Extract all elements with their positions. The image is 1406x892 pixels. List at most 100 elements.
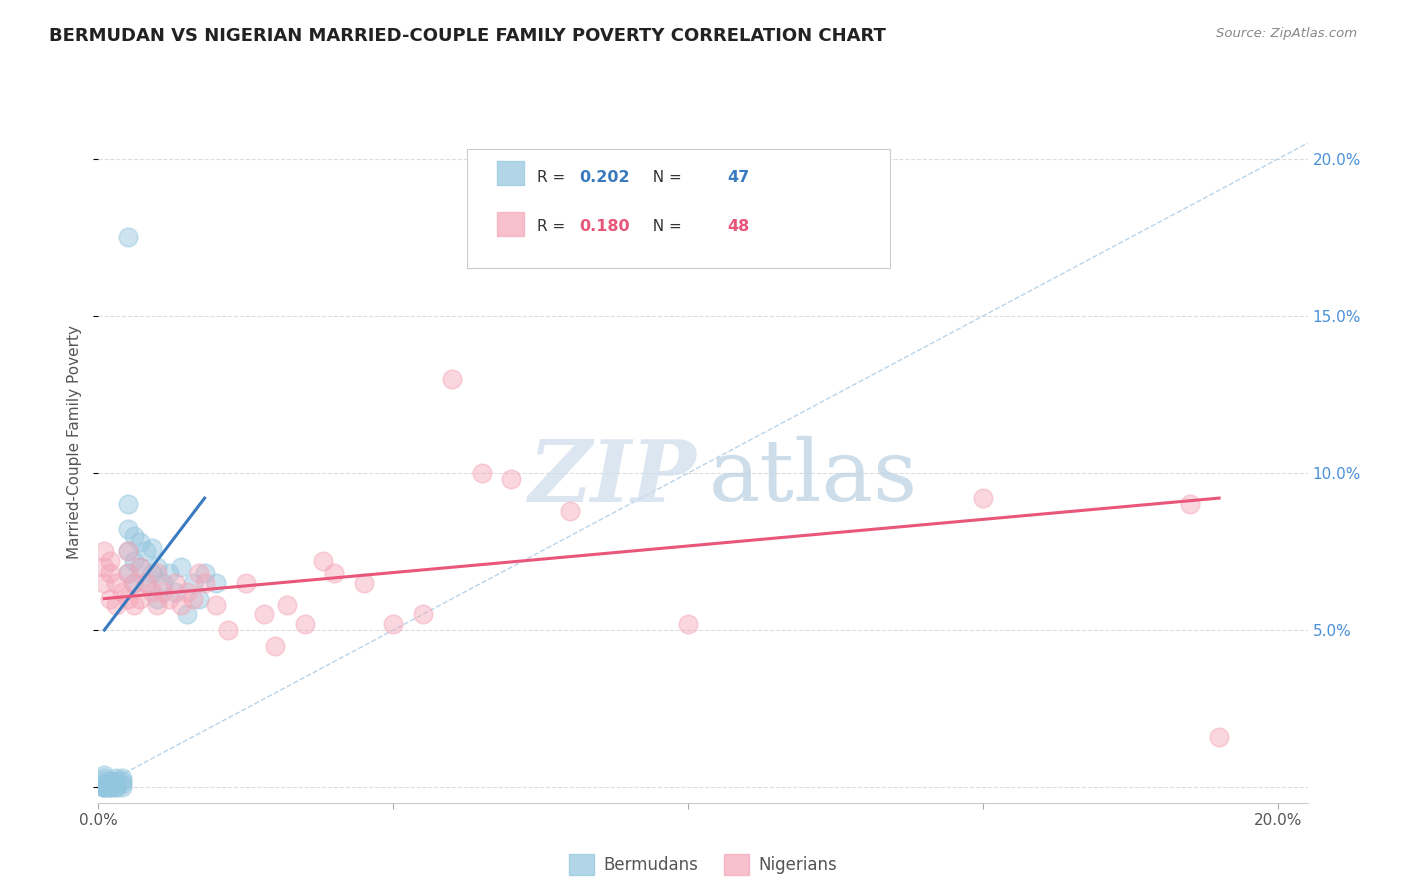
Point: [122, 529, 145, 543]
Text: ZIP: ZIP: [529, 436, 697, 519]
Point: [235, 575, 257, 590]
Point: [205, 598, 228, 612]
Point: [152, 585, 174, 599]
Point: [93, 544, 115, 558]
Point: [105, 777, 128, 791]
Point: [170, 560, 193, 574]
Point: [122, 575, 145, 590]
Point: [117, 497, 139, 511]
Point: [146, 591, 169, 606]
Point: [93, 780, 115, 794]
FancyBboxPatch shape: [498, 211, 524, 235]
Point: [194, 575, 217, 590]
Point: [441, 372, 464, 386]
Point: [157, 591, 180, 606]
Point: [122, 598, 145, 612]
Point: [165, 585, 187, 599]
Point: [105, 771, 128, 785]
Point: [117, 230, 139, 244]
Text: 0.202: 0.202: [579, 170, 630, 186]
Point: [93, 575, 115, 590]
Point: [117, 566, 139, 581]
Point: [276, 598, 298, 612]
Text: 47: 47: [727, 170, 749, 186]
FancyBboxPatch shape: [467, 149, 890, 268]
Point: [98, 591, 121, 606]
Point: [560, 503, 582, 517]
Point: [294, 616, 316, 631]
Point: [117, 591, 139, 606]
Point: [412, 607, 434, 622]
Point: [194, 566, 217, 581]
Point: [181, 575, 204, 590]
Text: 48: 48: [727, 219, 749, 235]
Point: [98, 773, 121, 788]
Point: [117, 544, 139, 558]
Point: [98, 566, 121, 581]
Point: [141, 541, 163, 556]
Point: [98, 554, 121, 568]
Point: [217, 623, 239, 637]
Point: [471, 466, 494, 480]
Point: [105, 773, 128, 788]
Point: [93, 777, 115, 791]
Point: [176, 585, 198, 599]
Point: [128, 535, 150, 549]
Point: [205, 575, 228, 590]
Point: [152, 575, 174, 590]
Point: [135, 575, 157, 590]
Text: BERMUDAN VS NIGERIAN MARRIED-COUPLE FAMILY POVERTY CORRELATION CHART: BERMUDAN VS NIGERIAN MARRIED-COUPLE FAMI…: [49, 27, 886, 45]
Point: [122, 554, 145, 568]
Text: N =: N =: [643, 170, 686, 186]
Point: [135, 544, 157, 558]
Point: [1178, 497, 1201, 511]
Point: [111, 771, 134, 785]
Point: [105, 575, 128, 590]
Point: [93, 780, 115, 794]
Point: [187, 566, 209, 581]
Point: [128, 560, 150, 574]
Point: [1208, 730, 1230, 744]
Point: [98, 780, 121, 794]
Point: [93, 771, 115, 785]
Point: [146, 566, 169, 581]
Point: [141, 566, 163, 581]
Point: [146, 598, 169, 612]
Point: [157, 566, 180, 581]
Point: [170, 598, 193, 612]
Point: [111, 773, 134, 788]
Point: [181, 591, 204, 606]
Point: [93, 560, 115, 574]
Legend: Bermudans, Nigerians: Bermudans, Nigerians: [562, 847, 844, 881]
Point: [117, 544, 139, 558]
Point: [105, 598, 128, 612]
Point: [105, 780, 128, 794]
Point: [117, 566, 139, 581]
Point: [98, 780, 121, 794]
Point: [252, 607, 274, 622]
Point: [93, 780, 115, 794]
Point: [141, 585, 163, 599]
Point: [146, 560, 169, 574]
Point: [323, 566, 346, 581]
Point: [93, 780, 115, 794]
Point: [382, 616, 405, 631]
Point: [122, 575, 145, 590]
Point: [93, 773, 115, 788]
Point: [128, 591, 150, 606]
Point: [678, 616, 700, 631]
Point: [135, 575, 157, 590]
Text: R =: R =: [537, 219, 571, 235]
Point: [264, 639, 287, 653]
Text: R =: R =: [537, 170, 571, 186]
Point: [111, 780, 134, 794]
Point: [501, 472, 523, 486]
Point: [165, 575, 187, 590]
Point: [353, 575, 375, 590]
Point: [128, 560, 150, 574]
Point: [98, 780, 121, 794]
Point: [972, 491, 994, 505]
FancyBboxPatch shape: [498, 161, 524, 185]
Point: [98, 777, 121, 791]
Point: [187, 591, 209, 606]
